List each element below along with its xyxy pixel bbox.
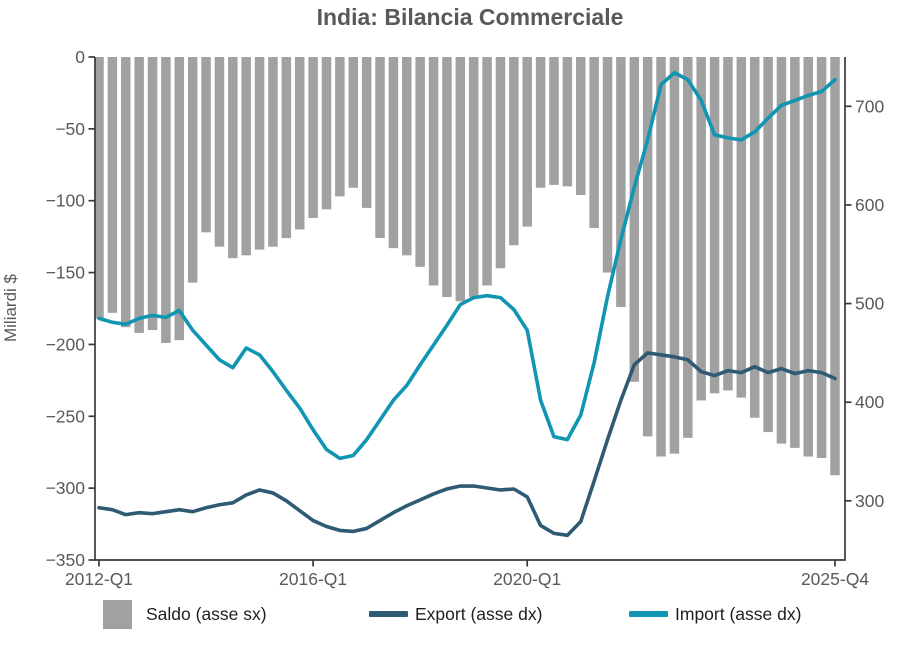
bar-saldo <box>201 57 211 233</box>
saldo-bars <box>94 57 840 476</box>
bar-saldo <box>509 57 519 246</box>
bar-saldo <box>522 57 532 227</box>
bar-saldo <box>562 57 573 187</box>
y-left-tick-label: −50 <box>55 119 85 139</box>
bar-saldo <box>375 57 385 239</box>
bar-saldo <box>308 57 318 218</box>
y-axis-right: 700 600 500 400 300 <box>845 96 884 511</box>
bar-saldo <box>428 57 439 286</box>
x-axis: 2012-Q1 2016-Q1 2020-Q1 2025-Q4 <box>65 560 869 589</box>
bar-saldo <box>683 57 693 438</box>
bar-saldo <box>134 57 144 333</box>
bar-saldo <box>736 57 747 398</box>
bar-saldo <box>816 57 827 458</box>
bar-saldo <box>361 57 372 208</box>
bar-saldo <box>415 57 425 267</box>
bar-saldo <box>214 57 225 247</box>
saldo-swatch-icon <box>103 599 132 629</box>
bar-saldo <box>482 57 492 286</box>
bar-saldo <box>495 57 506 269</box>
export-swatch-icon <box>369 611 408 617</box>
legend-label-export: Export (asse dx) <box>415 603 543 624</box>
y-left-tick-label: −150 <box>46 263 86 283</box>
bar-saldo <box>455 57 466 302</box>
bar-saldo <box>321 57 332 210</box>
bar-saldo <box>709 57 720 394</box>
bar-saldo <box>187 57 198 283</box>
bar-saldo <box>696 57 706 401</box>
y-left-tick-label: 0 <box>75 47 85 67</box>
bar-saldo <box>121 57 131 328</box>
x-tick-label: 2016-Q1 <box>279 569 347 589</box>
y-left-tick-label: −250 <box>46 406 86 426</box>
bar-saldo <box>241 57 251 256</box>
y-right-tick-label: 300 <box>855 491 884 511</box>
bar-saldo <box>790 57 800 448</box>
bar-saldo <box>602 57 613 273</box>
bar-saldo <box>147 57 158 331</box>
bar-saldo <box>535 57 546 188</box>
y-left-tick-label: −200 <box>46 334 86 354</box>
bar-saldo <box>348 57 358 188</box>
bar-saldo <box>589 57 599 229</box>
y-axis-left: 0 −50 −100 −150 −200 −250 −300 −350 Miliardi $ <box>1 47 95 570</box>
legend-label-import: Import (asse dx) <box>675 603 802 624</box>
bar-saldo <box>830 57 840 476</box>
legend: Saldo (asse sx) Export (asse dx) Import … <box>0 597 898 637</box>
y-axis-title: Miliardi $ <box>1 273 20 342</box>
axis-frame <box>94 57 846 561</box>
bar-saldo <box>254 57 265 250</box>
import-swatch-icon <box>629 611 668 617</box>
legend-item-saldo: Saldo (asse sx) <box>103 597 267 631</box>
bar-saldo <box>803 57 813 457</box>
bar-saldo <box>776 57 787 444</box>
bar-saldo <box>723 57 733 391</box>
bar-saldo <box>629 57 640 382</box>
bar-saldo <box>335 57 345 197</box>
bar-saldo <box>468 57 479 297</box>
bar-saldo <box>642 57 653 437</box>
x-tick-label: 2025-Q4 <box>801 569 869 589</box>
bar-saldo <box>268 57 278 247</box>
legend-label-saldo: Saldo (asse sx) <box>146 603 267 624</box>
bar-saldo <box>281 57 292 239</box>
y-left-tick-label: −100 <box>46 191 86 211</box>
y-right-tick-label: 500 <box>855 294 884 314</box>
legend-item-import: Import (asse dx) <box>629 597 801 631</box>
bar-saldo <box>576 57 586 195</box>
bar-saldo <box>161 57 171 343</box>
bar-saldo <box>94 57 104 319</box>
bar-saldo <box>763 57 773 433</box>
legend-item-export: Export (asse dx) <box>369 597 542 631</box>
bar-saldo <box>388 57 399 249</box>
bar-saldo <box>616 57 626 308</box>
line-import <box>97 70 837 461</box>
bar-saldo <box>549 57 559 185</box>
y-left-tick-label: −300 <box>46 478 86 498</box>
bar-saldo <box>402 57 412 256</box>
bar-saldo <box>294 57 305 230</box>
y-right-tick-label: 700 <box>855 96 884 116</box>
bar-saldo <box>174 57 185 341</box>
bar-saldo <box>442 57 452 297</box>
plot-area: 0 −50 −100 −150 −200 −250 −300 −350 Miliardi $ 70… <box>1 47 884 589</box>
bar-saldo <box>669 57 680 454</box>
chart-title: India: Bilancia Commerciale <box>316 4 624 30</box>
bar-saldo <box>228 57 238 259</box>
x-tick-label: 2020-Q1 <box>493 569 561 589</box>
y-right-tick-label: 400 <box>855 392 884 412</box>
line-export <box>97 351 837 538</box>
bar-saldo <box>749 57 760 418</box>
bar-saldo <box>107 57 118 313</box>
bar-saldo <box>656 57 666 457</box>
y-left-tick-label: −350 <box>46 550 86 570</box>
y-right-tick-label: 600 <box>855 195 884 215</box>
x-tick-label: 2012-Q1 <box>65 569 133 589</box>
